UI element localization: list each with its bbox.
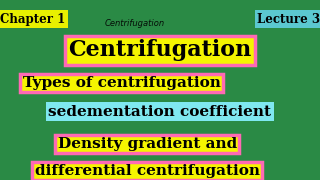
Text: Density gradient and: Density gradient and: [58, 137, 237, 151]
Text: differential centrifugation: differential centrifugation: [35, 164, 260, 178]
Text: sedementation coefficient: sedementation coefficient: [49, 105, 271, 119]
Text: Lecture 3: Lecture 3: [257, 13, 320, 26]
Text: Centrifugation: Centrifugation: [68, 39, 252, 61]
Text: Centrifugation: Centrifugation: [104, 19, 164, 28]
Text: Chapter 1: Chapter 1: [0, 13, 65, 26]
Text: Types of centrifugation: Types of centrifugation: [23, 76, 220, 90]
